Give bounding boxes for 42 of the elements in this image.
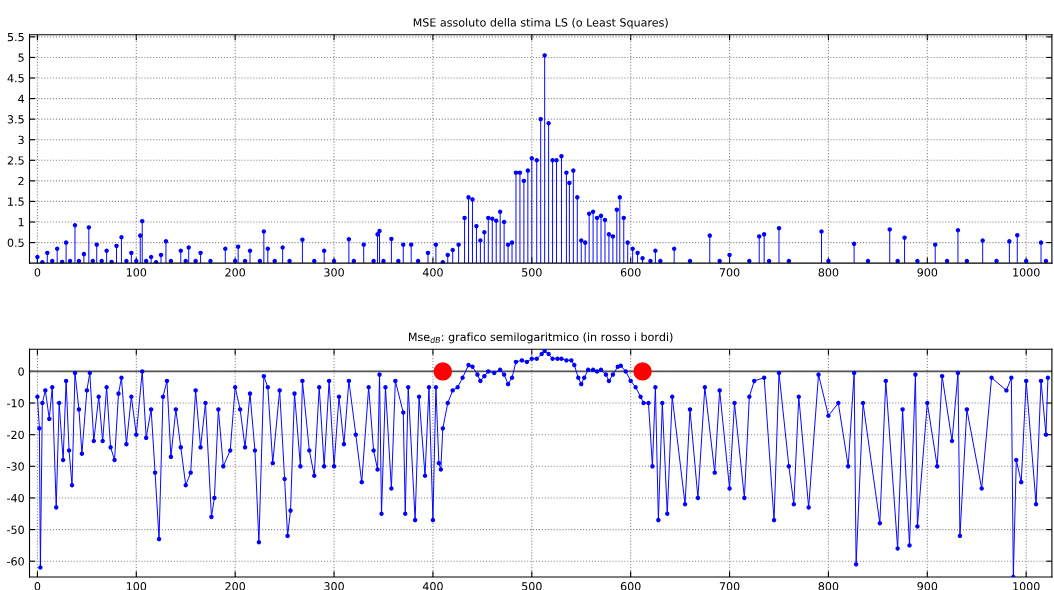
x-tick-label: 400 — [422, 582, 443, 590]
chart-title: MSE assoluto della stima LS (o Least Squares) — [413, 18, 668, 29]
x-tick-label: 300 — [324, 268, 344, 277]
y-tick-label: 0.5 — [7, 238, 24, 247]
y-tick-label: 4 — [18, 94, 25, 103]
x-tick-label: 500 — [522, 582, 542, 590]
x-tick-label: 0 — [34, 268, 41, 277]
y-tick-label: 4.5 — [7, 74, 24, 83]
x-tick-label: 1000 — [1013, 268, 1040, 277]
chart-title: Mse$_{dB}$: grafico semilogaritmico (in rosso i bordi) — [409, 332, 673, 344]
y-tick-label: 3.5 — [7, 115, 24, 124]
y-tick-label: 5 — [18, 53, 24, 62]
x-tick-label: 900 — [917, 582, 938, 590]
x-tick-label: 1000 — [1013, 582, 1040, 590]
x-tick-label: 200 — [225, 268, 246, 277]
y-tick-label: -50 — [7, 525, 24, 534]
x-tick-label: 500 — [522, 268, 542, 277]
y-tick-label: 2.5 — [7, 156, 24, 165]
x-tick-label: 400 — [422, 268, 443, 277]
x-tick-label: 900 — [917, 268, 938, 277]
x-tick-label: 0 — [34, 582, 41, 590]
y-tick-label: 1 — [18, 218, 24, 227]
y-tick-label: -30 — [7, 462, 24, 471]
y-tick-label: 3 — [18, 135, 24, 145]
y-tick-label: -40 — [7, 493, 24, 503]
x-tick-label: 700 — [719, 582, 740, 590]
y-tick-label: 1.5 — [8, 197, 24, 206]
x-tick-label: 600 — [620, 268, 641, 277]
y-tick-label: 2 — [18, 176, 24, 186]
y-tick-label: 0 — [18, 367, 24, 376]
x-tick-label: 100 — [126, 582, 147, 590]
x-tick-label: 300 — [324, 582, 344, 590]
x-tick-label: 600 — [620, 582, 641, 590]
x-tick-label: 200 — [225, 582, 246, 590]
y-tick-label: 5.5 — [7, 32, 24, 42]
x-tick-label: 700 — [719, 268, 740, 277]
y-tick-label: -60 — [7, 557, 24, 566]
y-tick-label: -20 — [7, 430, 24, 440]
x-tick-label: 100 — [126, 268, 147, 277]
y-tick-label: -10 — [7, 399, 24, 408]
x-tick-label: 800 — [818, 268, 839, 277]
x-tick-label: 800 — [818, 582, 839, 590]
